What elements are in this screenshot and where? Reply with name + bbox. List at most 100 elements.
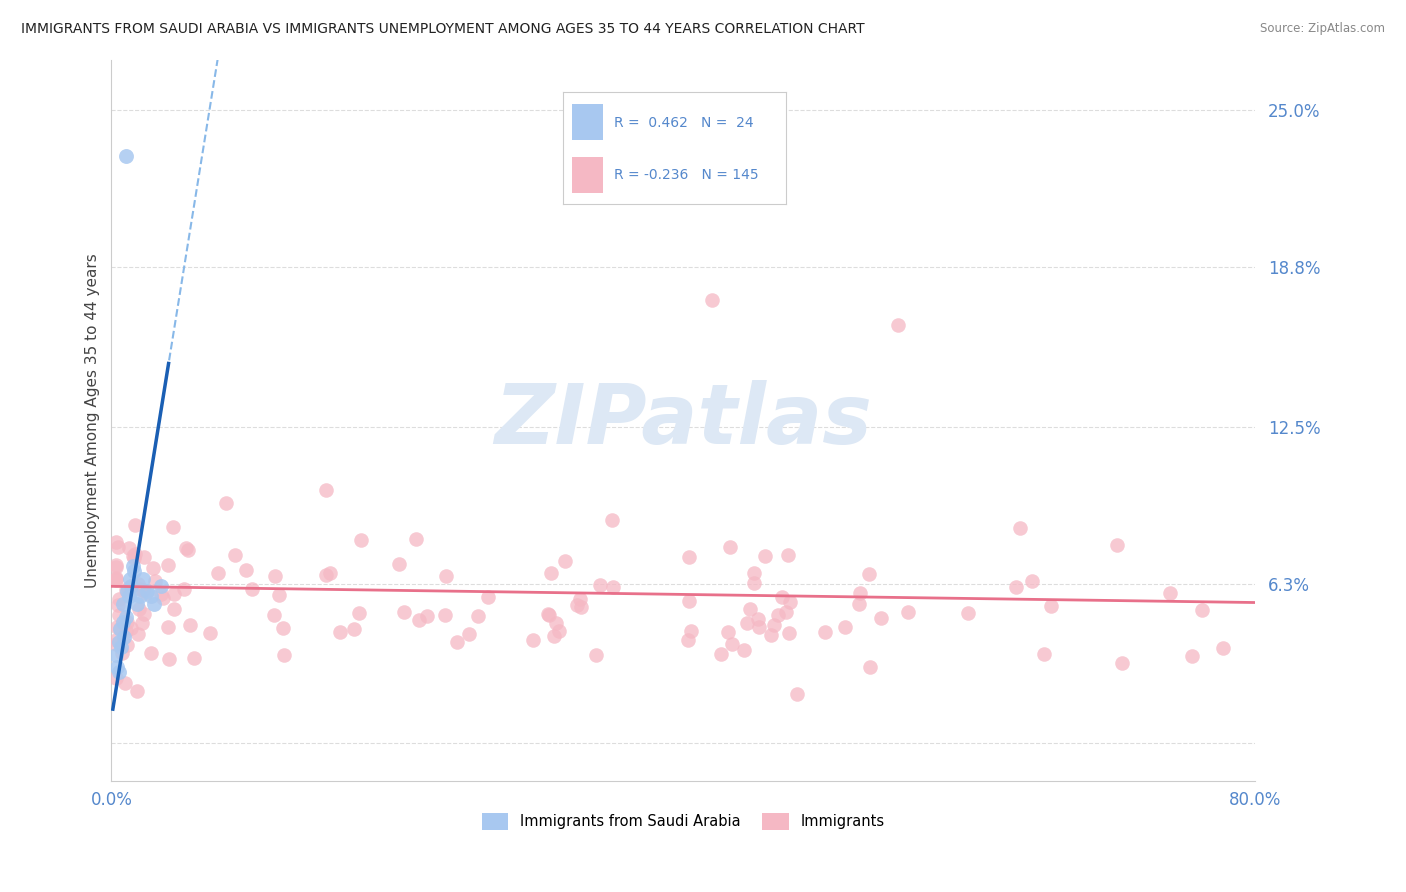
Point <box>814 625 837 640</box>
Point <box>834 620 856 634</box>
Point <box>271 621 294 635</box>
Point <box>104 560 127 574</box>
Point <box>718 540 741 554</box>
Point <box>200 626 222 640</box>
Point <box>408 613 430 627</box>
Point <box>544 616 567 631</box>
Point <box>886 318 908 333</box>
Point <box>700 293 723 308</box>
Point <box>183 650 205 665</box>
Point <box>522 632 544 647</box>
Point <box>1039 599 1062 613</box>
Point <box>114 624 136 638</box>
Point <box>107 665 129 680</box>
Text: ZIPatlas: ZIPatlas <box>494 380 872 461</box>
Point <box>115 582 138 597</box>
Point <box>107 635 129 649</box>
Point <box>742 576 765 591</box>
Point <box>770 590 793 604</box>
Point <box>235 563 257 577</box>
Point <box>143 574 166 588</box>
Point <box>108 621 131 635</box>
Point <box>540 566 562 581</box>
Point <box>122 550 145 565</box>
Point <box>848 585 870 599</box>
Point <box>207 566 229 580</box>
Point <box>315 483 337 497</box>
Point <box>766 608 789 623</box>
Point <box>1111 656 1133 670</box>
Point <box>141 646 163 660</box>
Point <box>174 541 197 556</box>
Point <box>177 542 200 557</box>
Point <box>776 548 799 562</box>
Point <box>1181 648 1204 663</box>
Point <box>1107 538 1129 552</box>
Point <box>105 660 128 674</box>
Point <box>132 607 155 621</box>
Point <box>1159 586 1181 600</box>
Point <box>152 591 174 606</box>
Point <box>114 676 136 690</box>
Text: Source: ZipAtlas.com: Source: ZipAtlas.com <box>1260 22 1385 36</box>
Point <box>107 591 129 606</box>
Point <box>569 600 592 615</box>
Point <box>112 630 135 644</box>
Point <box>105 620 128 634</box>
Point <box>104 535 127 549</box>
Point <box>131 615 153 630</box>
Point <box>124 517 146 532</box>
Point <box>1191 603 1213 617</box>
Point <box>567 598 589 612</box>
Point <box>143 597 166 611</box>
Point <box>122 549 145 563</box>
Point <box>240 582 263 597</box>
Point <box>104 574 127 588</box>
Point <box>142 561 165 575</box>
Point <box>114 149 136 163</box>
Point <box>117 590 139 604</box>
Point <box>748 619 770 633</box>
Point <box>135 586 157 600</box>
Y-axis label: Unemployment Among Ages 35 to 44 years: Unemployment Among Ages 35 to 44 years <box>86 253 100 588</box>
Point <box>117 638 139 652</box>
Point <box>124 547 146 561</box>
Point <box>118 572 141 586</box>
Point <box>134 549 156 564</box>
Point <box>585 648 607 662</box>
Point <box>778 625 800 640</box>
Point <box>775 605 797 619</box>
Point <box>111 615 134 629</box>
Point <box>405 533 427 547</box>
Point <box>858 566 880 581</box>
Point <box>117 581 139 595</box>
Point <box>108 607 131 622</box>
Point <box>141 590 163 604</box>
Point <box>157 558 180 573</box>
Point <box>163 587 186 601</box>
Point <box>1212 640 1234 655</box>
Point <box>738 601 761 615</box>
Point <box>127 597 149 611</box>
Point <box>434 568 457 582</box>
Point <box>870 610 893 624</box>
Point <box>737 615 759 630</box>
Point <box>132 572 155 586</box>
Point <box>127 577 149 591</box>
Point <box>543 629 565 643</box>
Point <box>263 608 285 623</box>
Point <box>786 687 808 701</box>
Point <box>273 648 295 662</box>
Point <box>747 612 769 626</box>
Point <box>896 605 918 619</box>
Point <box>127 684 149 698</box>
Point <box>763 618 786 632</box>
Point <box>458 626 481 640</box>
Point <box>1010 521 1032 535</box>
Point <box>127 627 149 641</box>
Point <box>121 559 143 574</box>
Point <box>388 557 411 571</box>
Point <box>107 540 129 554</box>
Point <box>132 583 155 598</box>
Point <box>710 647 733 661</box>
